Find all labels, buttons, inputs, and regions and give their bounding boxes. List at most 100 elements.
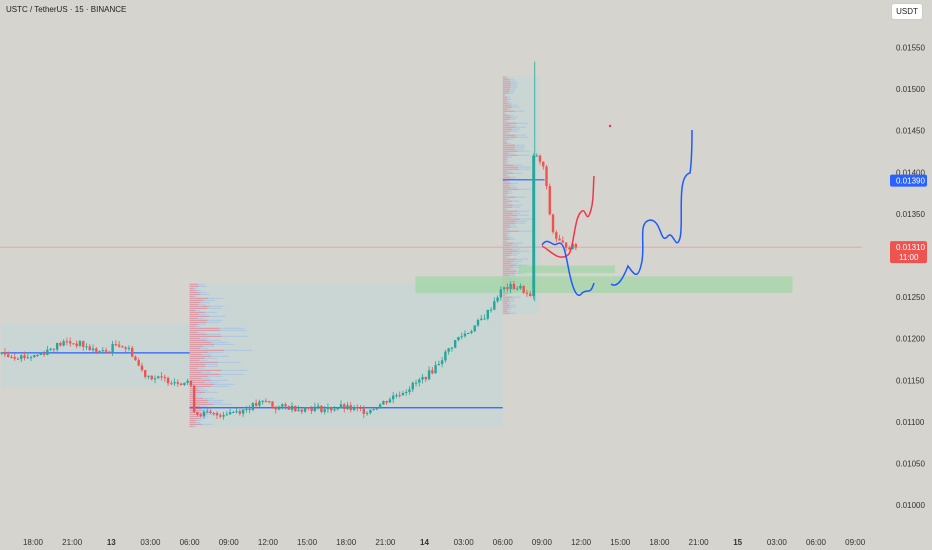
profile-bar-buy: [517, 210, 530, 212]
profile-bar-sell: [502, 166, 519, 168]
profile-bar-sell: [502, 310, 508, 312]
candle: [571, 243, 574, 250]
candle: [460, 336, 463, 338]
candle: [538, 155, 542, 162]
profile-bar-buy: [509, 312, 516, 314]
candle: [62, 341, 65, 346]
profile-bar-sell: [502, 198, 507, 200]
candle: [411, 382, 414, 390]
profile-bar-buy: [510, 226, 518, 228]
candle: [206, 411, 209, 413]
candle: [281, 404, 284, 407]
x-tick-label: 12:00: [258, 538, 279, 547]
profile-bar-sell: [189, 377, 202, 379]
candle: [258, 401, 261, 406]
candle: [287, 406, 290, 410]
profile-bar-sell: [189, 307, 208, 309]
candle: [33, 355, 36, 358]
profile-bar-sell: [502, 160, 507, 162]
profile-bar-sell: [502, 210, 518, 212]
candle: [352, 407, 356, 411]
profile-bar-buy: [195, 309, 200, 311]
candle: [0, 352, 3, 354]
candle: [186, 380, 189, 383]
candle: [134, 356, 137, 361]
profile-bar-buy: [193, 295, 198, 297]
profile-bar-sell: [502, 114, 509, 116]
profile-bar-buy: [515, 222, 526, 224]
profile-bar-buy: [195, 421, 201, 423]
profile-bar-buy: [518, 168, 532, 170]
profile-bar-sell: [502, 262, 512, 264]
profile-bar-buy: [202, 423, 213, 425]
profile-bar-buy: [518, 230, 532, 232]
profile-bar-sell: [502, 110, 515, 112]
candle: [343, 404, 346, 410]
profile-bar-sell: [502, 120, 506, 122]
profile-bar-sell: [189, 347, 200, 349]
profile-bar-buy: [211, 355, 229, 357]
profile-bar-buy: [511, 104, 519, 106]
profile-bar-sell: [502, 206, 513, 208]
candle: [323, 409, 326, 412]
profile-bar-buy: [210, 341, 229, 343]
candle: [127, 347, 131, 349]
profile-bar-buy: [514, 110, 525, 112]
profile-bar-sell: [189, 393, 197, 395]
profile-bar-sell: [189, 357, 205, 359]
y-tick-label: 0.01150: [896, 376, 925, 385]
candle: [493, 301, 496, 310]
candle: [245, 408, 248, 410]
profile-bar-buy: [505, 294, 507, 296]
profile-bar-buy: [510, 130, 518, 132]
profile-bar-sell: [502, 138, 509, 140]
candle: [101, 350, 105, 352]
candle: [137, 360, 140, 366]
profile-bar-sell: [502, 88, 511, 90]
candle: [189, 380, 193, 386]
candle: [535, 155, 538, 157]
profile-bar-sell: [502, 306, 510, 308]
profile-bar-buy: [507, 96, 511, 98]
current-price-text: 0.01310: [896, 243, 925, 252]
profile-bar-sell: [502, 186, 511, 188]
profile-bar-buy: [201, 353, 212, 355]
profile-bar-sell: [189, 417, 200, 419]
profile-bar-buy: [508, 114, 514, 116]
profile-bar-buy: [207, 413, 222, 415]
profile-bar-buy: [506, 198, 511, 200]
candle: [261, 400, 264, 402]
profile-bar-buy: [513, 172, 522, 174]
profile-bar-buy: [510, 124, 517, 126]
profile-bar-buy: [504, 94, 506, 96]
profile-bar-sell: [189, 315, 210, 317]
profile-bar-sell: [189, 327, 220, 329]
profile-bar-sell: [189, 293, 201, 295]
profile-bar-sell: [502, 158, 506, 160]
profile-bar-buy: [219, 327, 244, 329]
candle: [440, 360, 444, 364]
profile-bar-sell: [502, 218, 520, 220]
x-tick-label: 03:00: [454, 538, 475, 547]
profile-bar-sell: [502, 194, 506, 196]
candle: [183, 382, 186, 385]
profile-bar-buy: [201, 371, 212, 373]
candle: [574, 243, 578, 248]
currency-button[interactable]: USDT: [891, 3, 923, 20]
profile-bar-sell: [502, 200, 513, 202]
profile-bar-sell: [502, 104, 512, 106]
profile-bar-sell: [502, 258, 517, 260]
profile-bar-sell: [189, 383, 215, 385]
candle: [395, 395, 398, 397]
profile-bar-buy: [507, 170, 512, 172]
profile-bar-buy: [507, 308, 512, 310]
candle: [160, 376, 163, 378]
profile-bar-buy: [504, 112, 507, 114]
profile-bar-sell: [189, 423, 203, 425]
profile-bar-sell: [502, 196, 516, 198]
candle: [55, 342, 59, 350]
profile-bar-sell: [189, 323, 199, 325]
profile-bar-sell: [502, 84, 511, 86]
symbol-title: USTC / TetherUS · 15 · BINANCE: [6, 5, 127, 14]
